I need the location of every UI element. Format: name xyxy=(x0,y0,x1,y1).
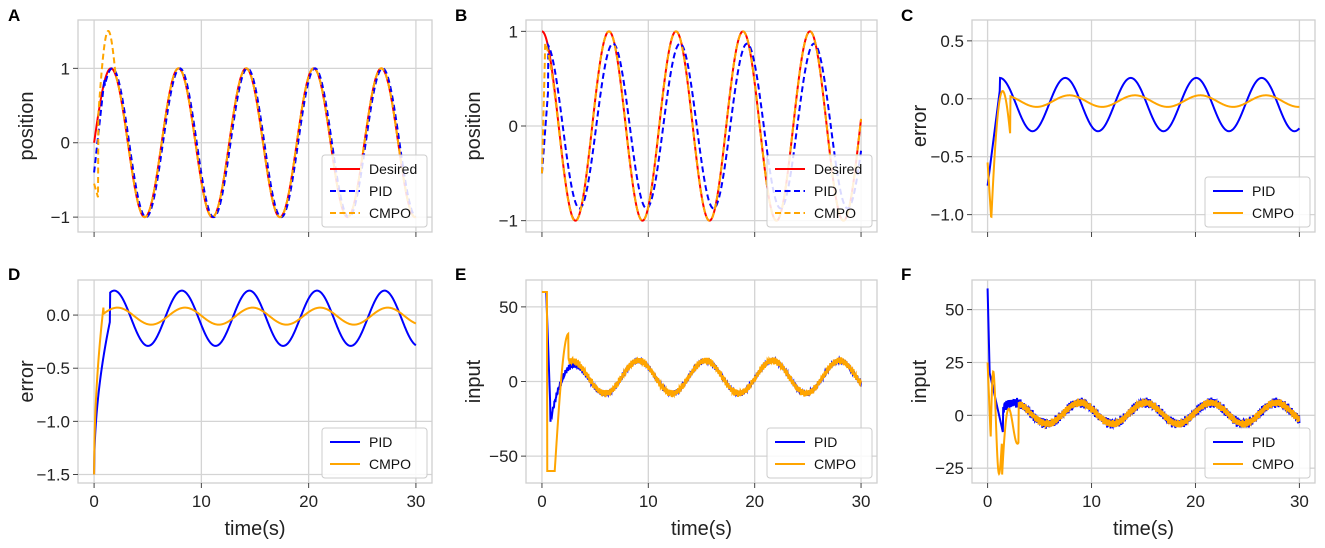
y-axis-label: input xyxy=(463,359,485,403)
legend-label-cmpo: CMPO xyxy=(814,456,856,472)
y-tick-label: −1.0 xyxy=(930,206,964,225)
y-tick-label: −1.5 xyxy=(36,465,70,484)
y-axis-label: error xyxy=(16,360,38,403)
y-tick-label: 0 xyxy=(955,406,964,425)
plot-frame xyxy=(77,279,433,484)
y-tick-label: −0.5 xyxy=(36,359,70,378)
series-group xyxy=(986,76,1301,219)
x-tick-label: 20 xyxy=(1186,492,1205,511)
legend-label-cmpo: CMPO xyxy=(814,205,856,221)
x-tick-label: 10 xyxy=(1082,492,1101,511)
series-line-cmpo xyxy=(986,362,1301,476)
legend: PID CMPO xyxy=(1204,176,1311,228)
y-tick-label: 1 xyxy=(509,22,518,41)
panel-a: A −1 0 1 position Desired PID CMPO xyxy=(8,6,433,237)
legend-label-desired: Desired xyxy=(369,161,417,177)
panel-f: F 0 10 20 30 −25 0 25 50 input time(s) PID CMPO xyxy=(901,265,1316,540)
legend-label-pid: PID xyxy=(814,434,837,450)
legend-label-pid: PID xyxy=(369,434,392,450)
y-tick-label: 50 xyxy=(499,298,518,317)
y-tick-label: 0.0 xyxy=(46,306,70,325)
panel-letter: E xyxy=(455,265,466,284)
panel-letter: A xyxy=(8,6,20,25)
series-group xyxy=(541,290,863,473)
legend-label-pid: PID xyxy=(814,183,837,199)
y-axis-label: position xyxy=(16,92,38,161)
panel-letter: B xyxy=(455,6,467,25)
legend-box xyxy=(766,427,873,479)
y-tick-label: −50 xyxy=(489,447,518,466)
legend-label-pid: PID xyxy=(1252,183,1275,199)
legend-box xyxy=(1204,176,1311,228)
x-tick-label: 30 xyxy=(406,492,425,511)
legend-label-pid: PID xyxy=(369,183,392,199)
legend-label-cmpo: CMPO xyxy=(1252,456,1294,472)
legend-box xyxy=(1204,427,1311,479)
series-line-cmpo xyxy=(540,30,863,223)
x-tick-label: 20 xyxy=(299,492,318,511)
series-group xyxy=(540,30,863,223)
legend-box xyxy=(766,154,873,228)
panel-c: C −1.0 −0.5 0.0 0.5 error PID CMPO xyxy=(901,6,1316,237)
legend-box xyxy=(321,427,428,479)
legend: PID CMPO xyxy=(766,427,873,479)
x-axis-label: time(s) xyxy=(671,518,732,540)
legend: Desired PID CMPO xyxy=(321,154,428,228)
panel-d: D 0 10 20 30 −1.5 −1.0 −0.5 0.0 error time(s) PID CM… xyxy=(8,265,433,540)
x-tick-label: 0 xyxy=(983,492,992,511)
y-tick-label: −25 xyxy=(935,459,964,478)
legend-label-cmpo: CMPO xyxy=(1252,205,1294,221)
series-line-pid xyxy=(93,289,417,475)
legend: PID CMPO xyxy=(1204,427,1311,479)
y-tick-label: −0.5 xyxy=(930,148,964,167)
y-tick-label: 0 xyxy=(509,117,518,136)
y-tick-label: 50 xyxy=(945,301,964,320)
y-tick-label: 1 xyxy=(61,59,70,78)
x-tick-label: 0 xyxy=(537,492,546,511)
x-tick-label: 30 xyxy=(852,492,871,511)
legend-label-cmpo: CMPO xyxy=(369,205,411,221)
series-line-cmpo xyxy=(541,290,863,473)
legend: Desired PID CMPO xyxy=(766,154,873,228)
panel-letter: C xyxy=(901,6,913,25)
y-axis-label: error xyxy=(909,105,931,148)
x-tick-label: 10 xyxy=(192,492,211,511)
legend: PID CMPO xyxy=(321,427,428,479)
y-tick-label: 0 xyxy=(61,134,70,153)
panel-letter: D xyxy=(8,265,20,284)
plot-frame xyxy=(971,279,1316,484)
y-axis-label: input xyxy=(909,359,931,403)
panel-e: E 0 10 20 30 −50 0 50 input time(s) PID CMPO xyxy=(455,265,878,540)
x-axis-label: time(s) xyxy=(224,518,285,540)
series-line-cmpo xyxy=(986,90,1300,219)
y-tick-label: −1 xyxy=(51,208,70,227)
panel-b: B −1 0 1 position Desired PID CMPO xyxy=(455,6,878,237)
y-tick-label: 0 xyxy=(509,373,518,392)
series-group xyxy=(93,289,417,475)
x-tick-label: 30 xyxy=(1290,492,1309,511)
plot-frame xyxy=(971,19,1316,233)
legend-box xyxy=(321,154,428,228)
plot-frame xyxy=(77,19,433,233)
y-tick-label: 0.0 xyxy=(940,90,964,109)
y-tick-label: 25 xyxy=(945,353,964,372)
y-tick-label: −1.0 xyxy=(36,412,70,431)
series-line-pid xyxy=(986,76,1301,186)
x-axis-label: time(s) xyxy=(1113,518,1174,540)
series-line-cmpo xyxy=(93,306,417,475)
x-tick-label: 10 xyxy=(639,492,658,511)
y-tick-label: −1 xyxy=(499,212,518,231)
series-group xyxy=(986,288,1301,476)
x-tick-label: 0 xyxy=(89,492,98,511)
legend-label-pid: PID xyxy=(1252,434,1275,450)
series-line-pid xyxy=(541,290,863,422)
y-tick-label: 0.5 xyxy=(940,32,964,51)
series-line-pid xyxy=(540,41,863,210)
y-axis-label: position xyxy=(463,92,485,161)
legend-label-cmpo: CMPO xyxy=(369,456,411,472)
panel-letter: F xyxy=(901,265,911,284)
x-tick-label: 20 xyxy=(745,492,764,511)
legend-label-desired: Desired xyxy=(814,161,862,177)
